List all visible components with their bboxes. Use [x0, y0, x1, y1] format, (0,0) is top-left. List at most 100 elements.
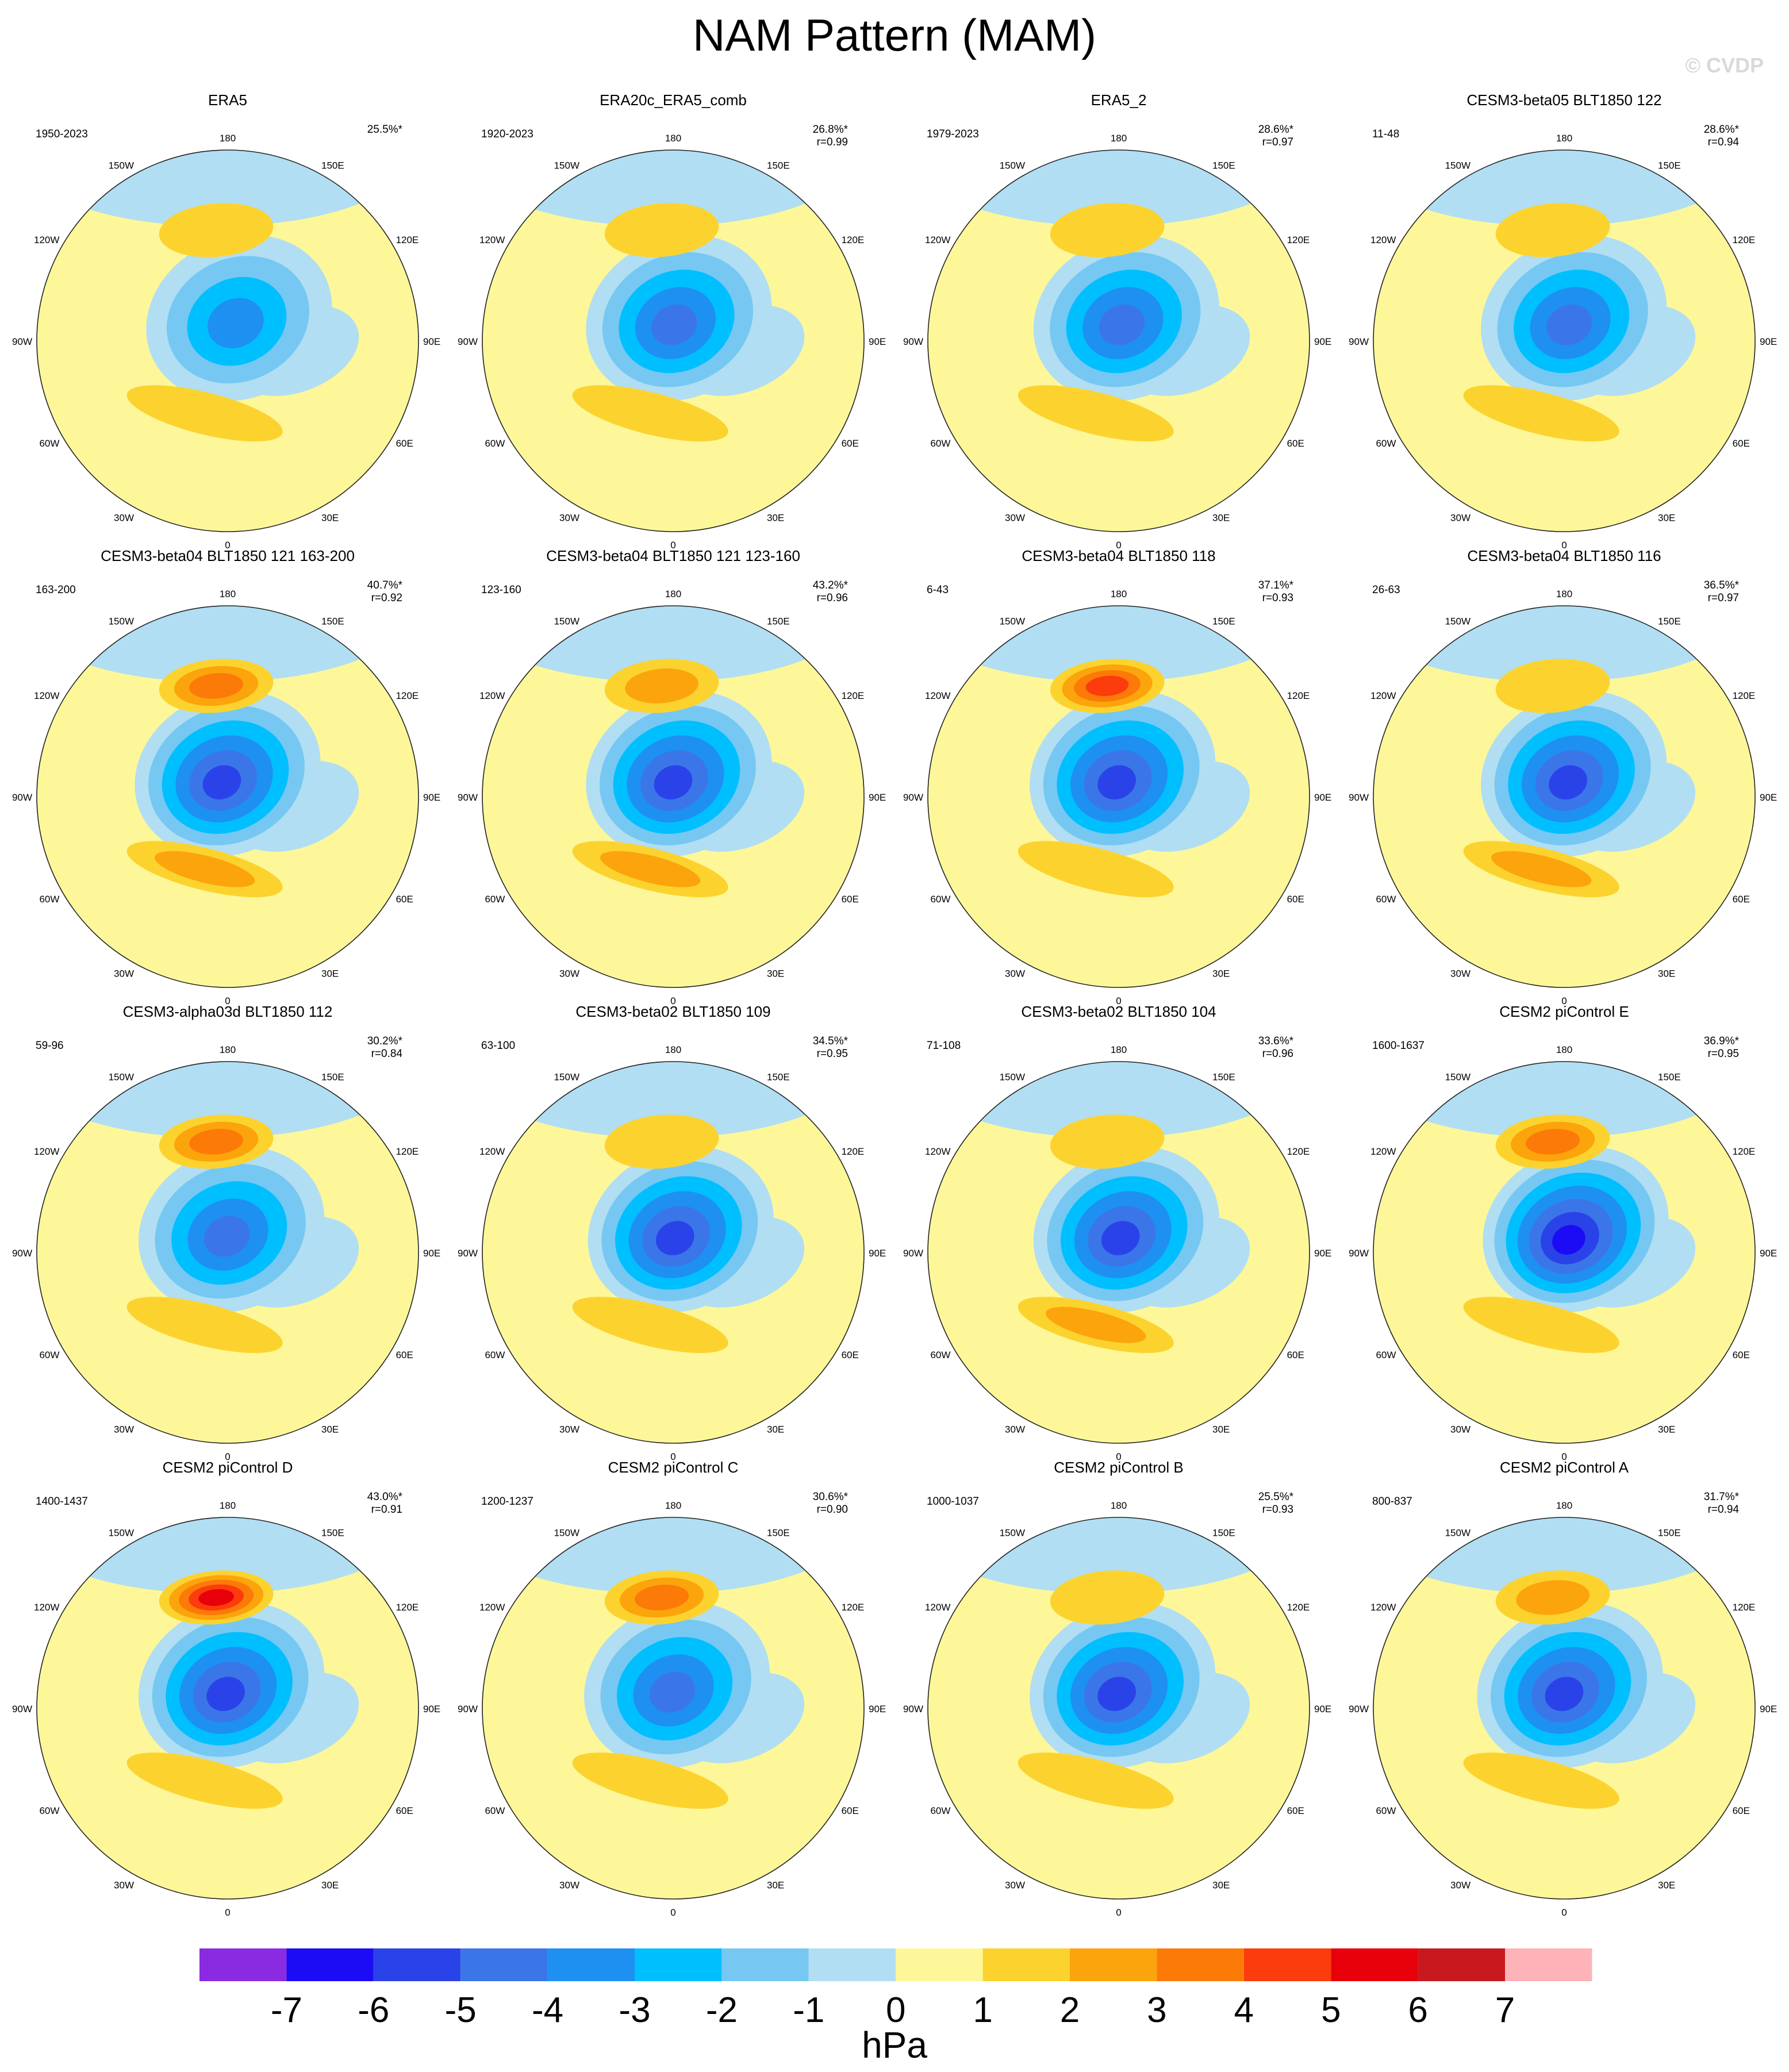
map-boundary [482, 149, 865, 532]
longitude-label: 120W [34, 1602, 59, 1613]
panel-years: 163-200 [36, 584, 76, 596]
longitude-label: 120W [34, 235, 59, 245]
longitude-label: 60W [930, 1350, 950, 1360]
longitude-label: 180 [665, 589, 681, 599]
longitude-label: 60W [930, 1805, 950, 1816]
longitude-label: 150W [1000, 616, 1025, 626]
colorbar-swatch [1418, 1948, 1505, 1981]
panel-title: CESM2 piControl D [163, 1459, 293, 1476]
longitude-label: 30E [767, 513, 784, 524]
longitude-label: 180 [1556, 1044, 1572, 1055]
longitude-label: 30E [1212, 1424, 1230, 1435]
pacific-high-contour-level [1085, 675, 1129, 697]
panel-title: CESM3-beta04 BLT1850 121 163-200 [101, 547, 355, 564]
longitude-label: 60W [1376, 894, 1396, 905]
pacific-high-contour-level [604, 203, 719, 257]
watermark: © CVDP [1685, 53, 1764, 77]
panel-variance-explained: 25.5%* [1258, 1491, 1294, 1503]
atlantic-high-contour-level [1045, 1306, 1146, 1343]
longitude-label: 60E [1287, 1805, 1304, 1816]
longitude-label: 150W [554, 1527, 579, 1538]
longitude-label: 30E [321, 1880, 339, 1891]
longitude-label: 30W [114, 968, 134, 979]
longitude-label: 90W [458, 1248, 478, 1259]
weak-low-band [37, 150, 407, 226]
longitude-label: 120W [925, 690, 950, 701]
longitude-label: 0 [1561, 1907, 1567, 1918]
pacific-high-contour-level [159, 203, 274, 257]
longitude-label: 60W [39, 894, 59, 905]
map-panel: CESM3-beta02 BLT1850 109 63-100 34.5%*r=0.… [458, 1003, 886, 1462]
longitude-label: 120W [479, 1602, 505, 1613]
longitude-label: 120E [1287, 1146, 1310, 1157]
contour-field [928, 1062, 1310, 1443]
pacific-high-contour-level [604, 1114, 719, 1169]
longitude-label: 180 [220, 1500, 236, 1511]
longitude-label: 30W [1005, 968, 1025, 979]
longitude-label: 0 [670, 995, 675, 1006]
longitude-label: 90E [1314, 792, 1331, 803]
panel-years: 63-100 [481, 1040, 515, 1052]
colorbar-tick-label: -5 [445, 1990, 477, 2030]
longitude-label: 150E [1212, 160, 1235, 171]
panel-years: 59-96 [36, 1040, 64, 1052]
longitude-label: 120W [34, 690, 59, 701]
atlantic-high-contour-level [572, 1297, 728, 1354]
longitude-label: 150W [1445, 1527, 1471, 1538]
panel-years: 1200-1237 [481, 1496, 533, 1508]
colorbar-tick-label: 6 [1408, 1990, 1427, 2030]
contour-field [1373, 1062, 1755, 1443]
longitude-label: 150E [321, 1071, 344, 1082]
longitude-label: 150E [767, 616, 790, 626]
panel-pattern-correlation: r=0.93 [1262, 592, 1293, 604]
panel-title: CESM3-beta02 BLT1850 104 [1021, 1003, 1216, 1020]
atlantic-high-contour-level [126, 385, 283, 442]
longitude-label: 90W [903, 792, 923, 803]
colorbar-tick-label: 4 [1234, 1990, 1254, 2030]
longitude-label: 150W [1000, 160, 1025, 171]
longitude-label: 150W [1445, 160, 1471, 171]
longitude-label: 30E [767, 968, 784, 979]
colorbar-swatch [808, 1948, 896, 1981]
panel-years: 1400-1437 [36, 1496, 88, 1508]
longitude-label: 30W [559, 1880, 579, 1891]
panel-variance-explained: 36.9%* [1704, 1035, 1740, 1047]
longitude-label: 60W [39, 1805, 59, 1816]
map-panel: ERA20c_ERA5_comb 1920-2023 26.8%*r=0.99 180… [458, 91, 886, 551]
longitude-label: 150W [554, 616, 579, 626]
colorbar-swatch [896, 1948, 983, 1981]
panel-variance-explained: 37.1%* [1258, 579, 1294, 591]
longitude-label: 90E [423, 1248, 440, 1259]
map-boundary [36, 1517, 419, 1900]
longitude-label: 60E [1287, 1350, 1304, 1360]
longitude-label: 60E [396, 894, 413, 905]
longitude-label: 60W [39, 438, 59, 449]
panel-title: CESM2 piControl A [1500, 1459, 1629, 1476]
longitude-label: 150E [1658, 1071, 1681, 1082]
weak-low-band [482, 1062, 853, 1138]
longitude-label: 120W [479, 235, 505, 245]
longitude-label: 60E [1733, 1805, 1750, 1816]
low-contour-level [206, 1677, 245, 1711]
longitude-label: 180 [1556, 589, 1572, 599]
longitude-label: 120E [1733, 1602, 1756, 1613]
map-panel: ERA5_2 1979-2023 28.6%*r=0.97 180 150E 120E 90… [903, 91, 1331, 551]
longitude-label: 120E [1287, 1602, 1310, 1613]
colorbar-swatch [982, 1948, 1070, 1981]
longitude-label: 60W [39, 1350, 59, 1360]
longitude-label: 90W [12, 792, 32, 803]
longitude-label: 120W [1370, 235, 1396, 245]
contour-field [1373, 1517, 1755, 1899]
longitude-label: 30W [1450, 1424, 1471, 1435]
longitude-label: 120W [479, 1146, 505, 1157]
map-panel: CESM2 piControl E 1600-1637 36.9%*r=0.95 18… [1349, 1003, 1777, 1462]
map-boundary [36, 605, 419, 988]
low-contour-level [1552, 1225, 1585, 1255]
longitude-label: 120W [1370, 1146, 1396, 1157]
contour-field [482, 150, 864, 532]
longitude-label: 60E [1287, 438, 1304, 449]
longitude-label: 60E [1733, 894, 1750, 905]
map-boundary [927, 1061, 1310, 1444]
longitude-label: 90E [1760, 1704, 1777, 1715]
